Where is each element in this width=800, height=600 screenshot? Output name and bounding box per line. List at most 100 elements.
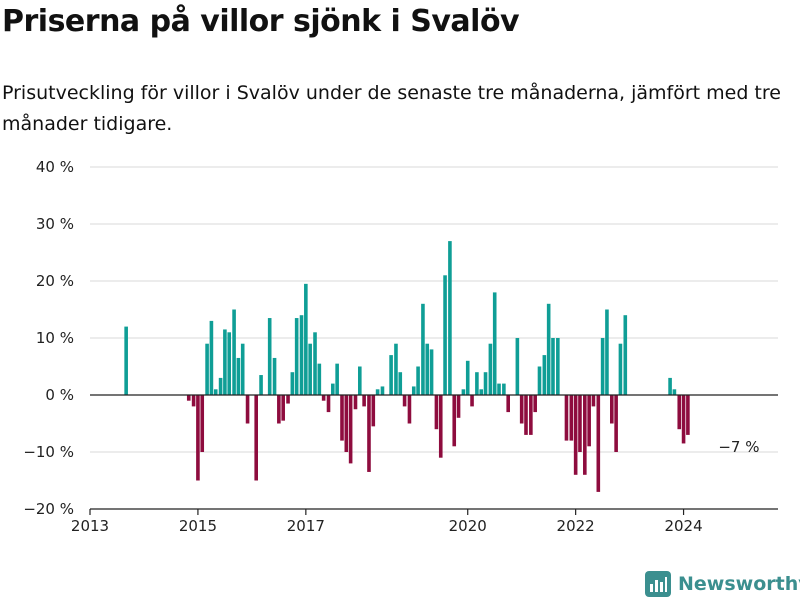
bar (677, 395, 682, 430)
bar (371, 395, 376, 427)
bar (610, 395, 614, 424)
y-tick-label: 40 % (36, 158, 74, 176)
bar (218, 377, 223, 395)
y-tick-label: 0 % (45, 386, 74, 404)
bar (515, 338, 520, 395)
bar (362, 395, 366, 407)
bar (583, 395, 587, 475)
newsworthy-logo-icon (645, 571, 671, 597)
x-tick-label: 2022 (557, 517, 595, 535)
bar (124, 326, 128, 395)
bar (524, 395, 528, 435)
bar (542, 355, 547, 395)
bar (209, 320, 214, 395)
page-subtitle: Prisutveckling för villor i Svalöv under… (2, 82, 781, 135)
bar (236, 357, 241, 395)
bar (277, 395, 281, 424)
bar (438, 395, 443, 458)
bar (551, 338, 555, 395)
bar (344, 395, 349, 452)
bar-series (124, 241, 690, 492)
bar (272, 357, 277, 395)
bar (573, 395, 578, 475)
bar (267, 318, 272, 395)
y-tick-label: 20 % (36, 272, 74, 290)
bar (358, 366, 362, 395)
bar (488, 343, 493, 395)
bar (340, 395, 344, 441)
bar (556, 338, 560, 395)
bar (623, 315, 628, 395)
bar (186, 395, 191, 401)
bar (402, 395, 407, 407)
bar (537, 366, 542, 395)
bar (434, 395, 439, 430)
bar (465, 360, 470, 395)
bar (596, 395, 601, 492)
bar (529, 395, 533, 435)
x-tick-label: 2013 (71, 517, 109, 535)
bar (353, 395, 358, 410)
bar (389, 355, 393, 395)
bar (533, 395, 537, 413)
bar (448, 241, 452, 395)
last-value-label: −7 % (718, 438, 759, 456)
bar (196, 395, 200, 481)
bar (313, 332, 317, 395)
bar (672, 389, 677, 395)
bar (348, 395, 353, 464)
bar (681, 395, 686, 444)
bar (240, 343, 245, 395)
bar (564, 395, 569, 441)
y-tick-label: 10 % (36, 329, 74, 347)
bar (335, 363, 339, 395)
bar (578, 395, 582, 452)
bar (367, 395, 371, 472)
bar (475, 372, 479, 395)
x-tick-label: 2020 (449, 517, 487, 535)
bar (223, 329, 227, 395)
bar (407, 395, 412, 424)
bar (227, 332, 232, 395)
bar (245, 395, 250, 424)
bar (294, 318, 299, 395)
y-tick-label: −10 % (23, 443, 74, 461)
x-axis: 2013 2015 2017 2020 2022 2024 (71, 508, 778, 535)
y-tick-label: −20 % (23, 500, 74, 518)
page-title: Priserna på villor sjönk i Svalöv (2, 4, 520, 39)
bar (502, 383, 506, 395)
gridlines (90, 166, 778, 453)
bar (331, 383, 335, 395)
bar (326, 395, 331, 413)
bar (506, 395, 510, 413)
bar (605, 309, 609, 395)
x-tick-label: 2017 (287, 517, 325, 535)
bar (317, 363, 322, 395)
bar (304, 283, 308, 395)
bar (232, 309, 236, 395)
bar (398, 372, 403, 395)
brand-name: Newsworthy (678, 573, 800, 595)
bar (443, 275, 447, 395)
bar (429, 349, 434, 395)
bar (416, 366, 420, 395)
bar (614, 395, 618, 452)
bar (591, 395, 596, 407)
bar (546, 303, 551, 395)
bar (519, 395, 524, 424)
bar (259, 375, 263, 395)
bar (394, 343, 398, 395)
x-tick-label: 2015 (179, 517, 217, 535)
bar (470, 395, 474, 407)
bar (461, 389, 466, 395)
bar (380, 386, 385, 395)
annotation: −7 % (718, 438, 759, 456)
bar (497, 383, 501, 395)
bar (421, 303, 425, 395)
brand-logo: Newsworthy (645, 569, 800, 599)
y-tick-label: 30 % (36, 215, 74, 233)
bar (425, 343, 430, 395)
bar (299, 315, 304, 395)
y-axis-labels: −20 % −10 % 0 % 10 % 20 % 30 % 40 % (23, 158, 74, 518)
